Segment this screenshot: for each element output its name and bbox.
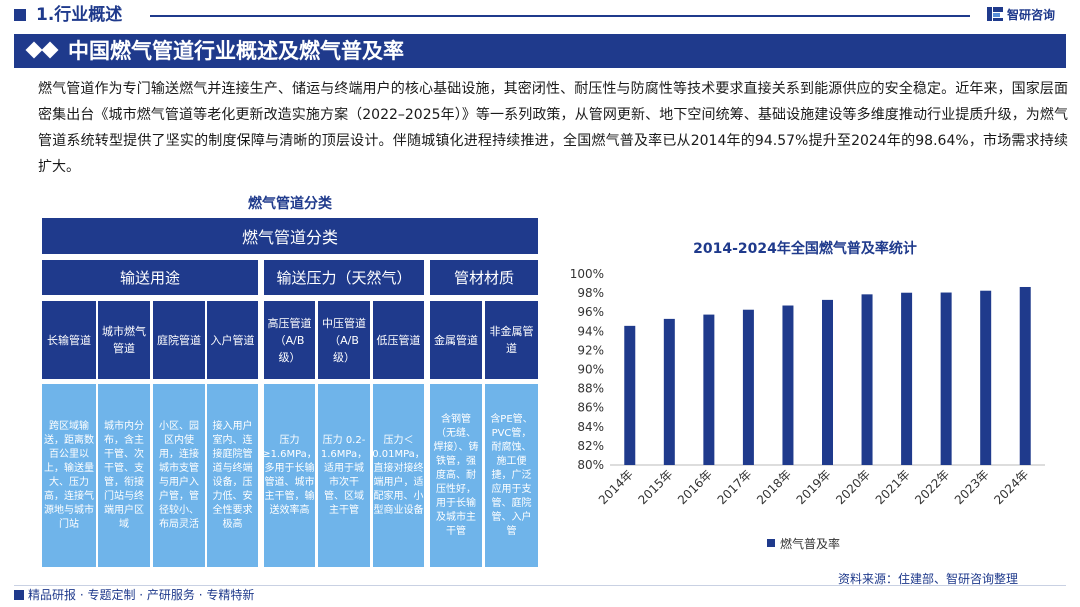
- desc-courtyard: 小区、园区内使用，连接城市支管与用户入户管，管径较小、布局灵活: [153, 384, 205, 567]
- type-non-metal: 非金属管道: [485, 301, 538, 379]
- section-title: 1.行业概述: [36, 5, 123, 25]
- top-bar: 1.行业概述 智研咨询: [0, 0, 1080, 30]
- x-tick-label: 2019年: [794, 467, 834, 507]
- x-tick-label: 2016年: [675, 467, 715, 507]
- header-divider: [150, 15, 970, 17]
- legend-label: 燃气普及率: [780, 536, 840, 551]
- x-tick-label: 2023年: [952, 467, 992, 507]
- y-tick-label: 82%: [577, 439, 604, 453]
- y-tick-label: 80%: [577, 458, 604, 472]
- type-medium-pressure: 中压管道（A/B级）: [318, 301, 370, 379]
- page-title: 中国燃气管道行业概述及燃气普及率: [68, 39, 404, 63]
- bar-chart: 80%82%84%86%88%90%92%94%96%98%100%2014年 2…: [570, 267, 1045, 551]
- bar: [782, 305, 794, 465]
- y-tick-label: 98%: [577, 286, 604, 300]
- bar: [822, 299, 833, 465]
- desc-non-metal: 含PE管、PVC管，耐腐蚀、施工便捷，广泛应用于支管、庭院管、入户管: [485, 384, 538, 567]
- source-note: 资料来源：住建部、智研咨询整理: [838, 572, 1019, 586]
- type-city: 城市燃气管道: [98, 301, 150, 379]
- bar: [624, 325, 636, 465]
- diagram-title: 燃气管道分类: [248, 196, 332, 212]
- brand-icon: [987, 7, 1003, 21]
- y-tick-label: 100%: [570, 267, 604, 281]
- desc-city: 城市内分布，含主干管、次干管、支管，衔接门站与终端用户区域: [98, 384, 150, 567]
- y-tick-label: 86%: [577, 401, 604, 415]
- type-long-distance: 长输管道: [42, 301, 96, 379]
- y-tick-label: 92%: [577, 343, 604, 357]
- type-indoor: 入户管道: [207, 301, 258, 379]
- type-metal: 金属管道: [430, 301, 482, 379]
- title-banner: 中国燃气管道行业概述及燃气普及率: [14, 34, 1066, 68]
- x-tick-label: 2021年: [873, 467, 913, 507]
- y-tick-label: 90%: [577, 363, 604, 377]
- y-tick-label: 88%: [577, 382, 604, 396]
- desc-indoor: 接入用户室内、连接庭院管道与终端设备，压力低、安全性要求极高: [207, 384, 258, 567]
- banner-diamond-icon: [25, 41, 43, 59]
- diagram-root: 燃气管道分类: [42, 218, 538, 254]
- footer-marker: [14, 589, 24, 600]
- section-marker: [14, 9, 26, 21]
- bar: [742, 309, 754, 465]
- group-pressure: 输送压力（天然气）: [264, 260, 424, 295]
- bar: [940, 292, 952, 465]
- x-tick-label: 2022年: [912, 467, 952, 507]
- type-high-pressure: 高压管道（A/B级）: [264, 301, 315, 379]
- bar: [663, 318, 675, 465]
- banner-diamond-icon: [41, 41, 59, 59]
- bar: [1019, 286, 1031, 465]
- y-tick-label: 84%: [577, 420, 604, 434]
- x-tick-label: 2018年: [754, 467, 794, 507]
- brand-logo: 智研咨询: [986, 5, 1055, 23]
- bar: [901, 292, 913, 465]
- x-tick-label: 2017年: [715, 467, 755, 507]
- x-tick-label: 2024年: [991, 467, 1031, 507]
- type-low-pressure: 低压管道: [373, 301, 424, 379]
- brand-name: 智研咨询: [1007, 7, 1056, 22]
- desc-metal: 含钢管（无缝、焊接）、铸铁管，强度高、耐压性好，用于长输及城市主干管: [430, 384, 482, 567]
- x-tick-label: 2015年: [635, 467, 675, 507]
- footer-text: 精品研报 · 专题定制 · 产研服务 · 专精特新: [28, 588, 255, 602]
- bar: [980, 290, 992, 465]
- group-material: 管材材质: [430, 260, 538, 295]
- group-purpose: 输送用途: [42, 260, 258, 295]
- desc-low-pressure: 压力＜0.01MPa，直接对接终端用户，适配家用、小型商业设备: [372, 384, 425, 567]
- x-tick-label: 2020年: [833, 467, 873, 507]
- y-tick-label: 96%: [577, 305, 604, 319]
- bar: [703, 314, 715, 465]
- type-courtyard: 庭院管道: [153, 301, 205, 379]
- footer-tagline: 精品研报 · 专题定制 · 产研服务 · 专精特新: [14, 586, 254, 603]
- y-tick-label: 94%: [577, 324, 604, 338]
- desc-long-distance: 跨区域输送，距离数百公里以上，输送量大、压力高，连接气源地与城市门站: [42, 384, 96, 567]
- chart-title: 2014-2024年全国燃气普及率统计: [693, 241, 917, 257]
- footer-divider: [14, 585, 1066, 586]
- bar: [861, 294, 873, 465]
- desc-high-pressure: 压力≥1.6MPa，多用于长输管道、城市主干管，输送效率高: [262, 384, 317, 567]
- legend-swatch: [767, 539, 775, 547]
- x-tick-label: 2014年: [596, 467, 636, 507]
- desc-medium-pressure: 压力 0.2-1.6MPa，适用于城市次干管、区域主干管: [318, 384, 370, 567]
- intro-paragraph: 燃气管道作为专门输送燃气并连接生产、储运与终端用户的核心基础设施，其密闭性、耐压…: [38, 81, 1068, 175]
